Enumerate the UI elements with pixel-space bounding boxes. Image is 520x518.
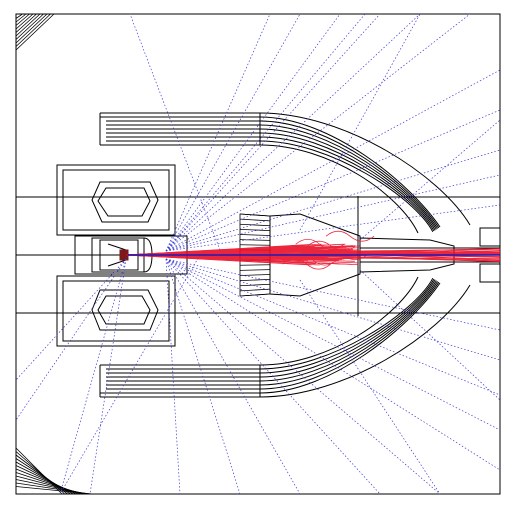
magnet-plate-curved	[259, 280, 437, 382]
corner-hatch-line	[15, 13, 51, 47]
corner-hatch-line	[15, 13, 41, 37]
beam-pipe	[360, 247, 500, 263]
blue-track	[165, 13, 341, 252]
blue-track	[165, 204, 501, 252]
corner-hatch-line	[15, 13, 27, 23]
corner-shielding-bottom-left	[15, 447, 93, 495]
blue-track	[165, 174, 501, 252]
collimator-plate	[239, 283, 271, 287]
collimator-plate	[239, 218, 271, 222]
magnet-envelope	[259, 276, 419, 366]
magnet-plate-curved	[259, 132, 436, 231]
blue-track	[15, 258, 127, 421]
right-side-flange	[479, 227, 501, 283]
red-curl	[288, 254, 338, 266]
magnet-plate-curved	[259, 136, 435, 232]
corner-hatch-line	[15, 486, 93, 495]
red-shower	[125, 230, 501, 270]
blue-track	[165, 258, 501, 396]
blue-track	[129, 13, 221, 251]
magnet-envelope	[259, 112, 471, 226]
blue-track	[165, 258, 301, 495]
blue-track	[165, 258, 381, 495]
collimator-plate	[239, 244, 271, 246]
red-track	[299, 251, 501, 255]
blue-track	[59, 258, 127, 495]
collimator-plate	[239, 274, 271, 276]
red-track	[125, 246, 354, 256]
magnet-plate-curved	[259, 116, 441, 228]
red-track	[299, 255, 501, 261]
blue-track	[165, 13, 471, 252]
magnet-plate-curved	[259, 128, 437, 230]
blue-track	[15, 258, 127, 381]
collimator-plate	[239, 213, 271, 217]
lower-left-block	[56, 275, 176, 347]
blue-track	[165, 258, 501, 471]
blue-track	[165, 13, 381, 252]
lower-arc-magnet	[99, 276, 471, 398]
red-curl	[295, 238, 344, 250]
red-track	[299, 249, 501, 254]
magnet-plate-curved	[259, 277, 434, 370]
blue-track	[59, 254, 201, 495]
magnet-plate-curved	[259, 281, 439, 386]
red-track	[125, 254, 325, 264]
red-curl	[325, 230, 375, 242]
collimator-plate	[239, 278, 271, 282]
blue-track	[165, 258, 501, 331]
magnet-plate-curved	[259, 278, 435, 374]
red-curl	[282, 258, 331, 270]
magnet-envelope	[259, 144, 419, 234]
blue-track	[165, 13, 271, 252]
corner-hatch-line	[15, 13, 30, 26]
blue-track	[165, 13, 366, 252]
collimator-plate	[239, 264, 271, 266]
collimator-plate	[239, 223, 271, 227]
corner-hatch-line	[15, 13, 44, 40]
blue-track	[165, 109, 501, 252]
collimator-plate	[239, 293, 271, 297]
magnet-plate-curved	[259, 124, 439, 229]
blue-dotted-tracks	[15, 13, 501, 495]
collimator-plate	[239, 288, 271, 292]
upper-left-block	[56, 164, 176, 236]
collimator-plate	[239, 269, 271, 271]
corner-hatch-line	[15, 13, 34, 30]
blue-track	[165, 69, 501, 252]
collimator-plate	[239, 234, 271, 236]
magnet-plate-curved	[259, 140, 434, 233]
red-track	[125, 244, 337, 256]
blue-track	[359, 269, 501, 401]
magnet-plate-curved	[259, 120, 440, 229]
corner-hatch-line	[15, 13, 55, 51]
blue-track	[165, 258, 181, 495]
blue-track	[299, 13, 421, 231]
red-track	[125, 254, 355, 262]
blue-track	[165, 258, 501, 361]
blue-track	[165, 258, 501, 431]
corner-shielding-top-left	[15, 13, 55, 51]
magnet-plate-curved	[259, 279, 436, 378]
corner-hatch-line	[15, 13, 23, 19]
magnet-plate-curved	[259, 281, 440, 390]
blue-track	[165, 258, 441, 495]
blue-track	[165, 149, 501, 252]
blue-track	[359, 119, 501, 241]
red-curl	[306, 240, 356, 252]
collimator-plate	[239, 228, 271, 232]
magnet-plate-curved	[259, 282, 441, 394]
blue-track	[165, 258, 241, 495]
magnet-envelope	[259, 284, 471, 398]
blue-track	[89, 258, 127, 495]
corner-hatch-line	[15, 13, 48, 44]
collimator-plate	[239, 239, 271, 241]
corner-hatch-line	[15, 13, 37, 33]
blue-track	[299, 279, 441, 495]
